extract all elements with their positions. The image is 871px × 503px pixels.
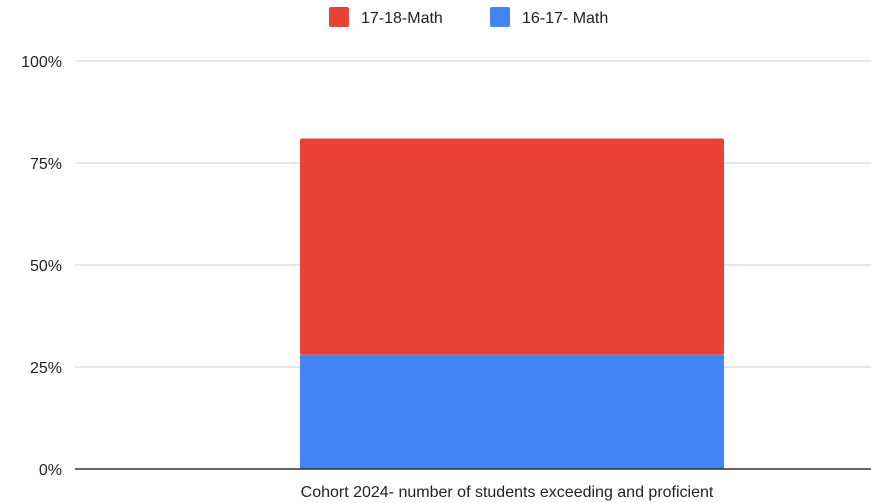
- y-tick-label-100: 100%: [21, 54, 62, 71]
- y-tick-label-75: 75%: [30, 156, 62, 173]
- y-tick-label-25: 25%: [30, 360, 62, 377]
- bars: [300, 138, 724, 469]
- y-tick-label-0: 0%: [39, 462, 62, 479]
- legend-label-16-17-math: 16-17- Math: [522, 10, 608, 27]
- bar-segment-17-18-math: [300, 138, 724, 355]
- x-category-label: Cohort 2024- number of students exceedin…: [301, 484, 714, 501]
- legend: 17-18-Math 16-17- Math: [329, 7, 608, 27]
- y-axis-ticks: 0% 25% 50% 75% 100%: [21, 54, 62, 479]
- legend-swatch-17-18-math: [329, 7, 349, 27]
- bar-segment-16-17-math: [300, 354, 724, 469]
- legend-label-17-18-math: 17-18-Math: [361, 10, 443, 27]
- y-tick-label-50: 50%: [30, 258, 62, 275]
- legend-swatch-16-17-math: [490, 7, 510, 27]
